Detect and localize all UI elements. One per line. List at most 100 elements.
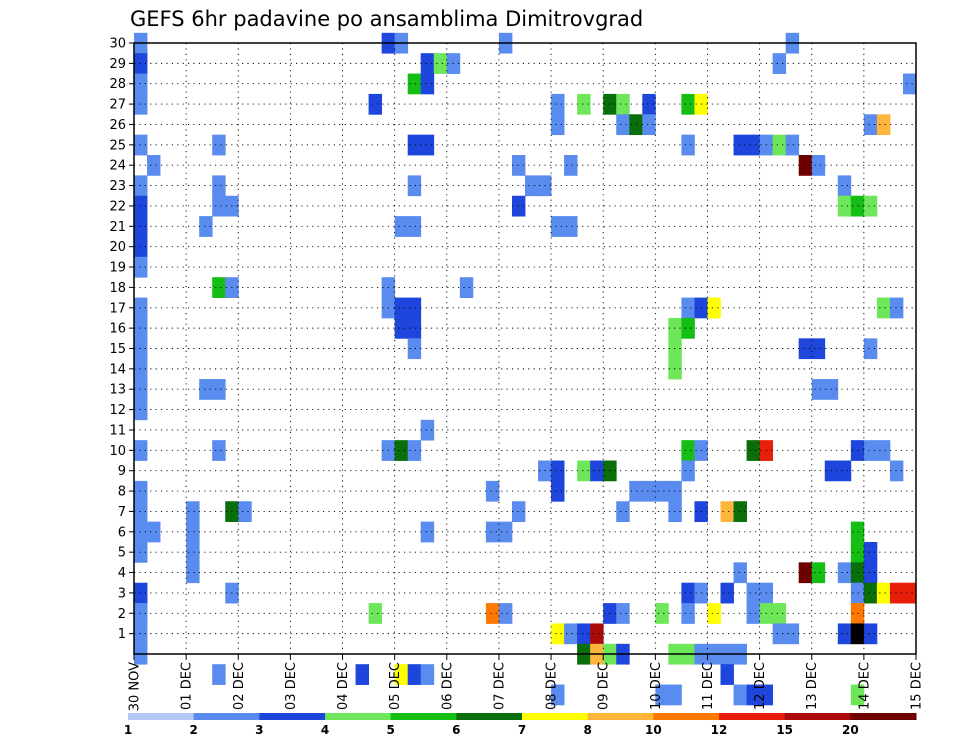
x-tick-label: 30 NOV <box>128 662 143 711</box>
heatmap-cell <box>642 480 656 502</box>
heatmap-cell <box>134 358 148 380</box>
legend-swatch <box>850 713 917 720</box>
legend-label: 5 <box>386 723 394 737</box>
heatmap-cell <box>212 664 226 685</box>
heatmap-cell <box>134 501 148 523</box>
y-tick-label: 13 <box>109 383 126 398</box>
legend-swatch <box>259 713 326 720</box>
heatmap-cell <box>746 440 760 461</box>
heatmap-cell <box>720 664 734 685</box>
heatmap-cell <box>186 562 200 584</box>
x-tick-label: 12 DEC <box>753 662 768 710</box>
y-tick-label: 17 <box>109 301 126 316</box>
heatmap-cell <box>733 684 747 706</box>
heatmap-cell <box>433 53 448 74</box>
legend-label: 12 <box>711 723 728 737</box>
heatmap-cell <box>681 317 695 339</box>
y-tick-label: 26 <box>109 118 126 133</box>
heatmap-cell <box>746 582 760 604</box>
heatmap-cell <box>720 582 734 604</box>
heatmap-cell <box>186 501 200 523</box>
heatmap-cell <box>212 175 226 197</box>
y-tick-label: 12 <box>109 403 126 418</box>
y-tick-label: 19 <box>109 261 126 276</box>
heatmap-cell <box>134 93 148 115</box>
legend-label: 6 <box>452 723 460 737</box>
heatmap-cell <box>707 297 721 319</box>
legend-label: 15 <box>776 723 793 737</box>
heatmap-cell <box>863 338 878 360</box>
heatmap-cell <box>551 114 565 136</box>
y-axis: 1234567891011121314151617181920212223242… <box>109 37 134 642</box>
heatmap-cell <box>134 134 148 156</box>
heatmap-cell <box>837 195 852 217</box>
heatmap-cell <box>134 53 148 74</box>
heatmap-cell <box>785 134 800 156</box>
heatmap-cell <box>902 73 917 95</box>
heatmap-cell <box>889 460 904 482</box>
heatmap-cell <box>850 684 865 706</box>
y-tick-label: 16 <box>109 322 126 337</box>
heatmap-cell <box>720 501 734 523</box>
chart-title: GEFS 6hr padavine po ansamblima Dimitrov… <box>130 7 643 31</box>
y-tick-label: 29 <box>109 57 126 72</box>
y-tick-label: 18 <box>109 281 126 296</box>
heatmap-cell <box>798 155 813 176</box>
heatmap-cell <box>407 134 422 156</box>
heatmap-cell <box>616 93 630 115</box>
heatmap-cell <box>876 114 891 136</box>
heatmap-cell <box>212 440 226 461</box>
heatmap-cell <box>681 603 695 624</box>
heatmap-cell <box>134 73 148 95</box>
heatmap-cell <box>368 93 383 115</box>
heatmap-cell <box>642 93 656 115</box>
heatmap-cell <box>134 297 148 319</box>
heatmap-cell <box>551 684 565 706</box>
y-tick-label: 4 <box>118 566 126 581</box>
heatmap-cell <box>394 440 409 461</box>
x-tick-label: 10 DEC <box>649 662 664 710</box>
heatmap-cell <box>498 603 513 624</box>
legend-label: 10 <box>645 723 662 737</box>
heatmap-cell <box>485 480 500 502</box>
heatmap-cell <box>134 603 148 624</box>
heatmap-cell <box>876 582 891 604</box>
heatmap-cell <box>147 155 161 176</box>
heatmap-cell <box>811 338 826 360</box>
heatmap-cell <box>850 440 865 461</box>
x-tick-label: 03 DEC <box>284 662 299 710</box>
heatmap-cell <box>551 480 565 502</box>
heatmap-cell <box>863 195 878 217</box>
heatmap-cell <box>525 175 539 197</box>
y-tick-label: 30 <box>109 37 126 52</box>
y-tick-label: 1 <box>118 627 126 642</box>
heatmap-cell <box>837 562 852 584</box>
heatmap-cell <box>134 175 148 197</box>
heatmap-cell <box>707 603 721 624</box>
heatmap-cell <box>134 338 148 360</box>
heatmap-cell <box>485 521 500 543</box>
heatmap-cell <box>681 460 695 482</box>
heatmap-cell <box>420 419 435 441</box>
heatmap-cell <box>629 114 643 136</box>
heatmap-cell <box>134 399 148 421</box>
heatmap-cell <box>577 623 591 645</box>
heatmap-cell <box>746 134 760 156</box>
heatmap-cell <box>850 562 865 584</box>
y-tick-label: 8 <box>118 485 126 500</box>
heatmap-cell <box>485 603 500 624</box>
heatmap-cell <box>407 73 422 95</box>
heatmap-cell <box>355 664 369 685</box>
legend-label: 7 <box>518 723 526 737</box>
legend-label: 8 <box>583 723 591 737</box>
heatmap-cell <box>212 195 226 217</box>
heatmap-cell <box>668 684 682 706</box>
heatmap-cell <box>368 603 383 624</box>
heatmap-cell <box>134 317 148 339</box>
heatmap-cell <box>459 277 474 298</box>
heatmap-cell <box>511 195 526 217</box>
heatmap-cell <box>772 53 787 74</box>
heatmap-cell <box>134 195 148 217</box>
legend: 1 2 3 4 5 6 7 8 10 12 15 20 <box>124 713 917 737</box>
heatmap-cell <box>798 562 813 584</box>
